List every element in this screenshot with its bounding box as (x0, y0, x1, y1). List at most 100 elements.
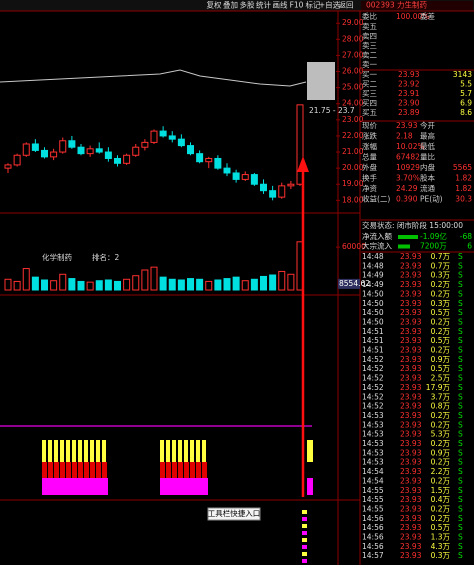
bid-volume: 5.5 (460, 80, 472, 89)
candle-body (196, 153, 204, 163)
tick-side: S (458, 430, 463, 439)
tick-side: S (458, 495, 463, 504)
bid-label: 买三 (362, 89, 377, 98)
quote-title: 002393 力生制药 (366, 0, 428, 10)
indicator-yellow (72, 440, 76, 462)
candle-body (104, 151, 112, 159)
indicator-yellow (78, 440, 82, 462)
indicator-magenta (78, 478, 84, 495)
tick-volume: 3.7万 (431, 392, 451, 401)
tick-time: 14:53 (362, 458, 384, 467)
toolbar-button[interactable]: 标记 (306, 0, 321, 10)
tick-side: S (458, 252, 463, 261)
sector-label: 化学制药 (42, 252, 72, 262)
tick-time: 14:54 (362, 476, 384, 485)
tick-price: 23.93 (400, 542, 422, 551)
order-ratio: 100.00% (396, 12, 429, 21)
candle-body (95, 148, 103, 153)
toolbar-button[interactable]: 画线 (273, 0, 288, 10)
tick-side: S (458, 476, 463, 485)
indicator-magenta (66, 478, 72, 495)
candle-body (177, 138, 185, 147)
indicator-magenta (172, 478, 178, 495)
tick-side: S (458, 346, 463, 355)
tick-volume: 0.3万 (431, 271, 451, 280)
tick-time: 14:49 (362, 280, 384, 289)
indicator-red (160, 462, 165, 478)
tick-volume: 0.2万 (431, 327, 451, 336)
bid-price: 23.89 (398, 108, 420, 117)
tick-volume: 0.2万 (431, 346, 451, 355)
tick-side: S (458, 308, 463, 317)
toolbar-button[interactable]: 统计 (256, 0, 271, 10)
indicator-red (96, 462, 101, 478)
tick-side: S (458, 467, 463, 476)
indicator-yellow (54, 440, 58, 462)
order-ratio: 委差 (420, 11, 435, 21)
quote-stat: 67482 (396, 153, 420, 162)
indicator-red (202, 462, 207, 478)
tick-time: 14:52 (362, 374, 384, 383)
tick-volume: 0.3万 (431, 551, 451, 560)
tick-volume: 0.2万 (431, 280, 451, 289)
tick-time: 14:52 (362, 364, 384, 373)
indicator-magenta (96, 478, 102, 495)
toolbar-button[interactable]: 复权 (207, 0, 222, 10)
tick-volume: 0.2万 (431, 439, 451, 448)
y-tick-label: 29.00 (342, 18, 364, 27)
volume-tick-label: 60000 (342, 242, 366, 251)
tick-time: 14:51 (362, 327, 384, 336)
tick-price: 23.93 (400, 486, 422, 495)
indicator-magenta (166, 478, 172, 495)
volume-bar (196, 278, 204, 291)
candle-body (59, 140, 67, 153)
tick-volume: 0.2万 (431, 289, 451, 298)
volume-bar (168, 278, 176, 291)
tick-volume: 0.5万 (431, 308, 451, 317)
indicator-yellow (90, 440, 94, 462)
toolbar-button[interactable]: F10 (290, 1, 304, 10)
toolbar-button[interactable]: 叠加 (223, 0, 238, 10)
tick-volume: 0.7万 (431, 261, 451, 270)
ask-label: 卖四 (362, 32, 377, 41)
indicator-dot (302, 524, 307, 528)
candle-body (123, 154, 131, 164)
tick-price: 23.93 (400, 411, 422, 420)
y-tick-label: 27.00 (342, 50, 364, 59)
indicator-yellow (307, 440, 313, 462)
volume-bar (13, 280, 21, 291)
flow-label: 净流入额 (362, 231, 392, 241)
volume-bar (59, 273, 67, 291)
indicator-yellow (190, 440, 194, 462)
indicator-red (190, 462, 195, 478)
tick-side: S (458, 411, 463, 420)
indicator-yellow (60, 440, 64, 462)
indicator-yellow (160, 440, 164, 462)
range-label: 21.75 - 23.7 (309, 106, 355, 115)
tick-side: S (458, 504, 463, 513)
toolbar-button[interactable]: 多股 (240, 0, 255, 10)
candle-body (68, 140, 76, 148)
candle-body (50, 151, 58, 158)
candle-body (114, 157, 121, 164)
volume-marker: 8554.62 (339, 279, 370, 288)
indicator-magenta (102, 478, 108, 495)
quote-stat: 总量 (362, 152, 377, 162)
quote-stat: 涨幅 (362, 141, 377, 151)
toolbar-button[interactable]: 返回 (339, 1, 354, 10)
candle-body (260, 183, 267, 192)
y-tick-label: 24.00 (342, 99, 364, 108)
indicator-red (178, 462, 183, 478)
quote-stat: 5565 (453, 163, 472, 172)
toolbar-button[interactable]: +自选 (319, 0, 341, 10)
tooltip-box (207, 507, 261, 521)
tick-price: 23.93 (400, 280, 422, 289)
indicator-red (172, 462, 177, 478)
indicator-red (196, 462, 201, 478)
tick-price: 23.93 (400, 495, 422, 504)
indicator-yellow (202, 440, 206, 462)
indicator-red (60, 462, 65, 478)
tick-time: 14:55 (362, 504, 384, 513)
tick-price: 23.93 (400, 523, 422, 532)
indicator-magenta (84, 478, 90, 495)
